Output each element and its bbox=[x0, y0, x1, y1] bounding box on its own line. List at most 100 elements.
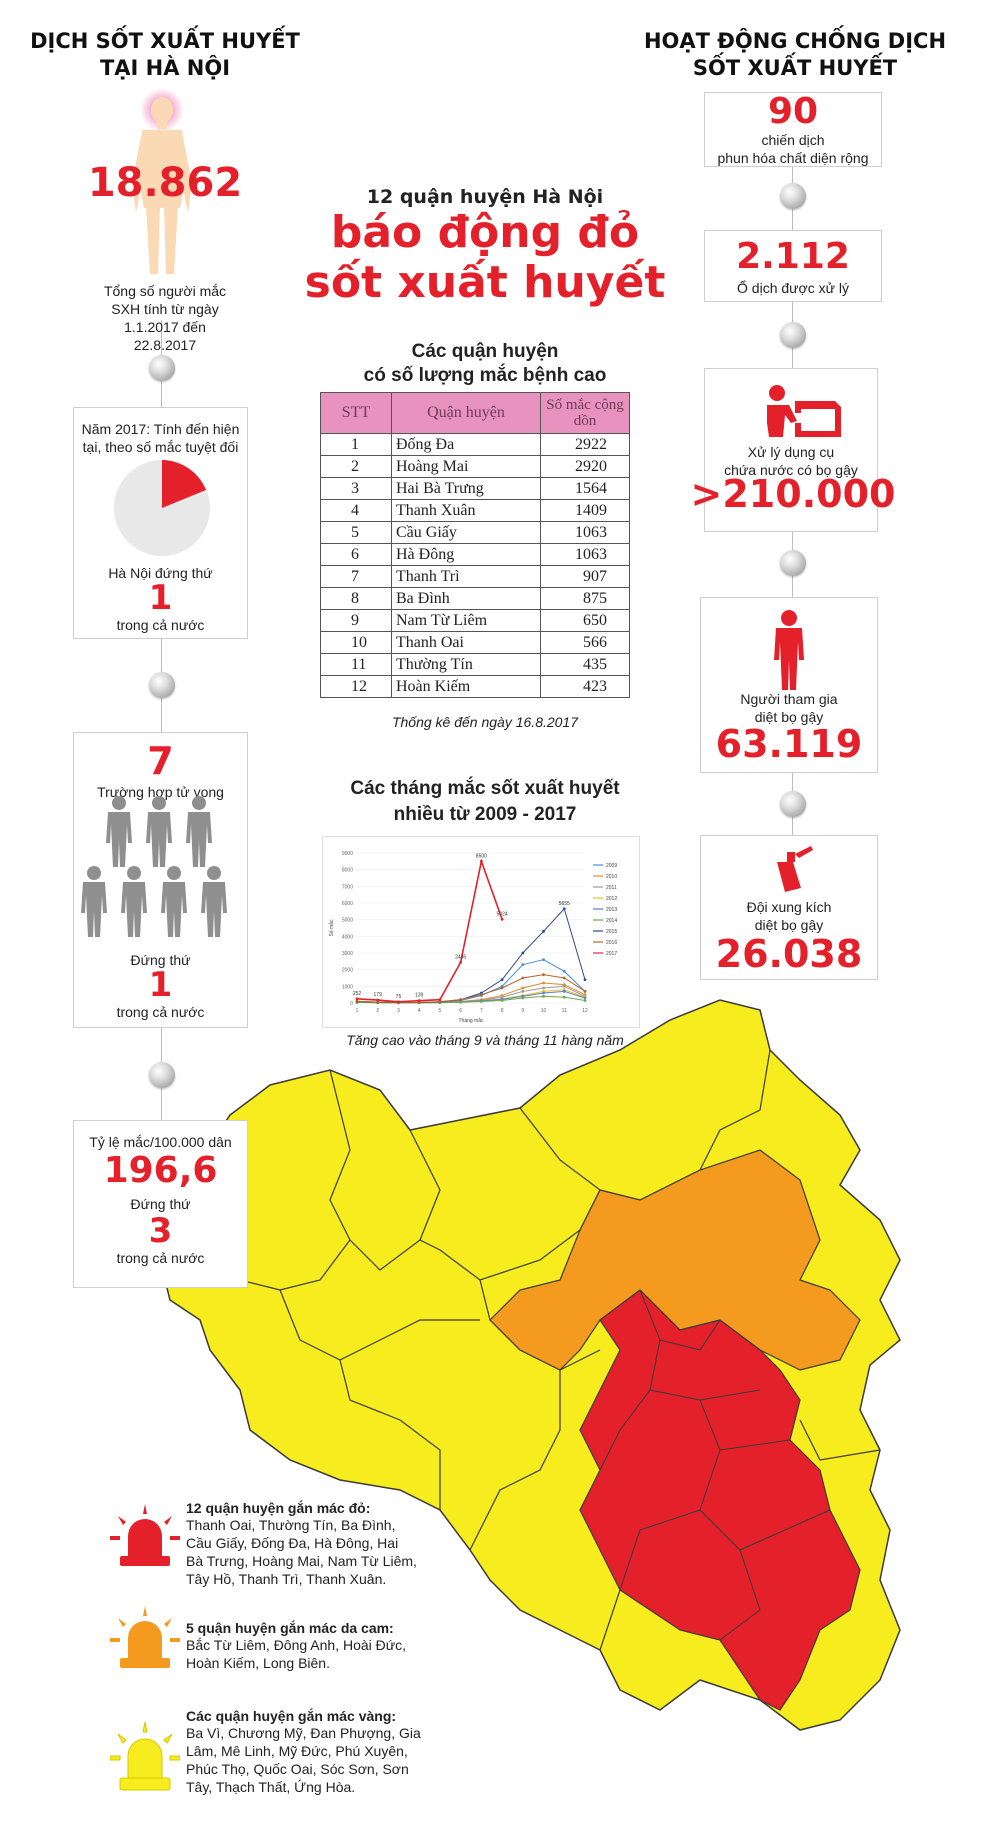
series-point-2016 bbox=[542, 973, 545, 977]
y-tick-label: 0 bbox=[350, 1001, 353, 1007]
series-point-2016 bbox=[562, 976, 566, 980]
table-row: 9 Nam Từ Liêm 650 bbox=[320, 609, 630, 632]
row-district: Thanh Trì bbox=[391, 565, 541, 588]
series-point-2011 bbox=[521, 989, 525, 993]
table-row: 12 Hoàn Kiếm 423 bbox=[320, 675, 630, 698]
x-tick-label: 2 bbox=[376, 1008, 379, 1014]
y-tick-label: 9000 bbox=[342, 851, 353, 857]
legend-orange-title: 5 quận huyện gắn mác da cam: bbox=[186, 1620, 394, 1636]
hanoi-district-map bbox=[159, 999, 901, 1731]
share-pie-chart bbox=[114, 460, 210, 556]
timeline-dot bbox=[780, 791, 806, 817]
series-point-2010 bbox=[542, 981, 545, 985]
row-cases: 2922 bbox=[540, 433, 630, 456]
row-district: Hà Đông bbox=[391, 543, 541, 566]
series-point-2014 bbox=[562, 995, 566, 999]
data-label: 139 bbox=[415, 993, 424, 999]
row-district: Thường Tín bbox=[391, 653, 541, 676]
header-district: Quận huyện bbox=[391, 392, 541, 434]
series-point-2015 bbox=[500, 978, 504, 982]
series-point-2017 bbox=[459, 961, 463, 964]
caption-line: SXH tính từ ngày bbox=[111, 301, 219, 317]
legend-yellow-line: Phúc Thọ, Quốc Oai, Sóc Sơn, Sơn bbox=[186, 1761, 409, 1777]
x-tick-label: 12 bbox=[582, 1008, 588, 1014]
rank-caption2: tại, theo số mắc tuyệt đối bbox=[82, 439, 239, 455]
table-title: Các quận huyện có số lượng mắc bệnh cao bbox=[300, 340, 670, 388]
row-cases: 2920 bbox=[540, 455, 630, 478]
legend-red-title: 12 quận huyện gắn mác đỏ: bbox=[186, 1500, 371, 1516]
table-title-line2: có số lượng mắc bệnh cao bbox=[363, 365, 607, 386]
series-point-2017 bbox=[355, 997, 359, 1001]
x-tick-label: 10 bbox=[541, 1008, 547, 1014]
timeline-dot bbox=[780, 322, 806, 348]
campaigns-line1: chiến dịch bbox=[761, 132, 825, 148]
timeline-dot bbox=[149, 1062, 175, 1088]
series-point-2013 bbox=[583, 996, 587, 1000]
data-label: 5024 bbox=[497, 911, 508, 917]
row-district: Ba Đình bbox=[391, 587, 541, 610]
chart-title-line2: nhiều từ 2009 - 2017 bbox=[393, 804, 577, 825]
row-stt: 12 bbox=[320, 675, 392, 698]
timeline-dot bbox=[780, 183, 806, 209]
campaigns-value: 90 bbox=[767, 91, 819, 132]
series-point-2015 bbox=[562, 907, 566, 911]
caption-line: Tổng số người mắc bbox=[103, 283, 227, 299]
legend-yellow-line: Tây, Thạch Thất, Ứng Hòa. bbox=[186, 1779, 356, 1795]
row-cases: 1063 bbox=[540, 543, 630, 566]
table-row: 2 Hoàng Mai 2920 bbox=[320, 455, 630, 478]
y-tick-label: 1000 bbox=[342, 984, 353, 990]
y-tick-label: 6000 bbox=[342, 901, 353, 907]
legend-label: 2013 bbox=[606, 907, 617, 913]
data-label: 2436 bbox=[455, 954, 466, 960]
legend-red: 12 quận huyện gắn mác đỏ: Thanh Oai, Thư… bbox=[186, 1500, 446, 1588]
x-tick-label: 8 bbox=[501, 1008, 504, 1014]
legend-label: 2012 bbox=[606, 896, 617, 902]
series-point-2009 bbox=[521, 963, 525, 967]
series-point-2014 bbox=[583, 999, 587, 1002]
people-value: 63.119 bbox=[715, 722, 863, 766]
y-tick-label: 2000 bbox=[342, 968, 353, 974]
legend-red-line: Cầu Giấy, Đống Đa, Hà Đông, Hai bbox=[186, 1535, 399, 1551]
y-tick-label: 8000 bbox=[342, 868, 353, 874]
rank-box: Năm 2017: Tính đến hiện tại, theo số mắc… bbox=[73, 407, 248, 639]
y-tick-label: 3000 bbox=[342, 951, 353, 957]
row-stt: 7 bbox=[320, 565, 392, 588]
row-cases: 875 bbox=[540, 587, 630, 610]
human-body-icon bbox=[132, 88, 192, 274]
series-point-2017 bbox=[438, 998, 442, 1002]
rank-label: Hà Nội đứng thứ bbox=[108, 565, 213, 581]
district-table-wrapper: STT Quận huyện Số mắc cộng dồn 1 Đống Đa 2… bbox=[320, 392, 630, 698]
series-point-2013 bbox=[562, 989, 566, 993]
right-title-line1: HOẠT ĐỘNG CHỐNG DỊCH bbox=[643, 29, 947, 53]
outbreaks-line1: Ổ dịch được xử lý bbox=[737, 280, 849, 296]
data-label: 8500 bbox=[476, 853, 487, 859]
death-box: 7 Trường hợp tử vong Đứng thứ 1 trong cả… bbox=[73, 732, 248, 1028]
series-point-2016 bbox=[500, 986, 504, 990]
row-district: Nam Từ Liêm bbox=[391, 609, 541, 632]
left-title-line2: TẠI HÀ NỘI bbox=[99, 56, 231, 80]
series-line-2016 bbox=[356, 974, 586, 1003]
series-point-2017 bbox=[479, 859, 483, 863]
series-line-2015 bbox=[356, 907, 586, 1003]
series-point-2015 bbox=[583, 978, 587, 982]
series-point-2014 bbox=[459, 1000, 463, 1004]
row-district: Đống Đa bbox=[391, 433, 541, 456]
containers-line1: Xử lý dụng cụ bbox=[747, 444, 835, 460]
series-point-2011 bbox=[542, 986, 545, 990]
campaigns-box: 90 chiến dịch phun hóa chất diện rộng bbox=[704, 92, 882, 167]
series-point-2017 bbox=[500, 917, 504, 921]
x-axis-label: Tháng mắc bbox=[458, 1017, 484, 1024]
series-point-2009 bbox=[562, 969, 566, 973]
data-label: 179 bbox=[374, 992, 383, 998]
fire-extinguisher-icon bbox=[777, 846, 813, 892]
total-cases-caption: Tổng số người mắc SXH tính từ ngày 1.1.2… bbox=[55, 282, 275, 354]
row-cases: 1564 bbox=[540, 477, 630, 500]
row-stt: 3 bbox=[320, 477, 392, 500]
series-point-2016 bbox=[521, 976, 525, 980]
header-stt: STT bbox=[320, 392, 392, 434]
data-label: 75 bbox=[396, 994, 402, 1000]
total-cases-value: 18.862 bbox=[87, 160, 243, 206]
row-stt: 11 bbox=[320, 653, 392, 676]
containers-value: >210.000 bbox=[690, 472, 896, 516]
